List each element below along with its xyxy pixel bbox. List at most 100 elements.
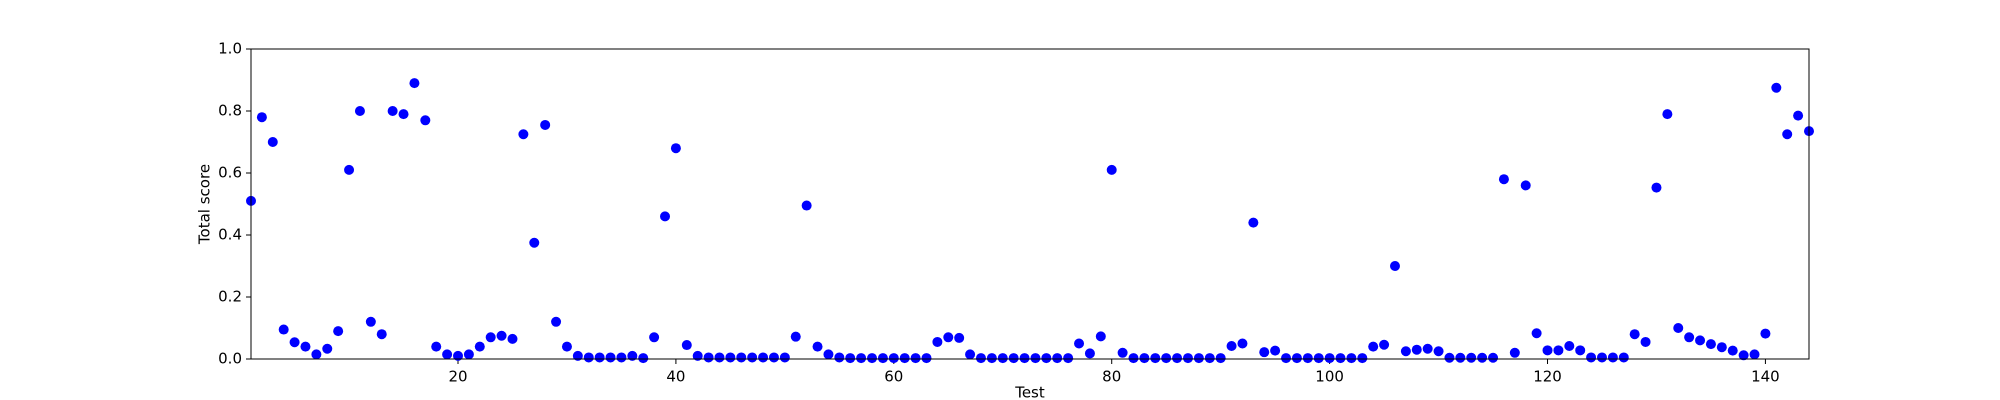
point — [561, 341, 572, 352]
point — [1629, 329, 1640, 340]
point — [1422, 343, 1433, 354]
point — [1771, 82, 1782, 93]
point — [1193, 353, 1204, 364]
point — [1498, 174, 1509, 185]
point — [1302, 353, 1313, 364]
point — [790, 331, 801, 342]
point — [943, 332, 954, 343]
point — [507, 333, 518, 344]
point — [1793, 110, 1804, 121]
point — [856, 353, 867, 364]
point — [1727, 345, 1738, 356]
point — [1172, 353, 1183, 364]
point — [354, 106, 365, 116]
point — [442, 349, 453, 360]
y-tick-label: 1.0 — [218, 40, 242, 58]
point — [322, 343, 333, 354]
point — [812, 341, 823, 352]
point — [888, 353, 899, 364]
point — [1455, 352, 1466, 363]
plot-frame — [250, 48, 1810, 360]
point — [692, 350, 703, 361]
point — [1346, 353, 1357, 364]
point — [1215, 353, 1226, 364]
point — [1182, 353, 1193, 364]
point — [758, 352, 769, 363]
point — [1291, 353, 1302, 364]
point — [344, 164, 355, 175]
point — [823, 349, 834, 360]
point — [1008, 353, 1019, 364]
point — [834, 352, 845, 363]
x-tick-label: 40 — [666, 368, 685, 386]
point — [1564, 340, 1575, 351]
point — [649, 332, 660, 343]
point — [1738, 350, 1749, 361]
point — [1052, 353, 1063, 364]
point — [1204, 353, 1215, 364]
point — [583, 352, 594, 363]
point — [551, 316, 562, 327]
y-tick-label: 0.8 — [218, 102, 242, 120]
point — [921, 353, 932, 364]
point — [453, 350, 464, 361]
y-axis-label: Total score — [196, 164, 214, 245]
point — [1760, 328, 1771, 339]
point — [1139, 353, 1150, 364]
point — [300, 341, 311, 352]
point — [1695, 335, 1706, 346]
point — [278, 324, 289, 335]
y-tick-label: 0.6 — [218, 164, 242, 182]
point — [965, 349, 976, 360]
point — [474, 341, 485, 352]
point — [616, 352, 627, 363]
point — [1128, 353, 1139, 364]
point — [1553, 345, 1564, 356]
point — [1651, 182, 1662, 193]
point — [1575, 345, 1586, 356]
point — [801, 200, 812, 211]
point — [1041, 353, 1052, 364]
point — [997, 353, 1008, 364]
point — [1248, 217, 1259, 228]
point — [1117, 347, 1128, 358]
y-tick-label: 0.2 — [218, 288, 242, 306]
point — [463, 349, 474, 360]
point — [1400, 346, 1411, 357]
point — [1466, 352, 1477, 363]
point — [1684, 332, 1695, 343]
point — [1673, 323, 1684, 333]
point — [518, 129, 529, 140]
point — [529, 237, 540, 248]
point — [1019, 353, 1030, 364]
point — [910, 353, 921, 364]
point — [681, 340, 692, 351]
point — [660, 211, 671, 222]
point — [1335, 353, 1346, 364]
point — [1063, 353, 1074, 364]
point — [975, 353, 986, 364]
point — [485, 332, 496, 343]
x-axis-label: Test — [1014, 384, 1045, 400]
point — [1477, 352, 1488, 363]
point — [1662, 109, 1673, 120]
point — [540, 119, 551, 130]
point — [387, 106, 398, 116]
point — [1270, 345, 1281, 356]
x-tick-label: 80 — [1102, 368, 1121, 386]
point — [311, 349, 322, 360]
point — [1313, 353, 1324, 364]
point — [768, 352, 779, 363]
point — [594, 352, 605, 363]
point — [496, 330, 507, 341]
point — [670, 143, 681, 154]
point — [845, 353, 856, 364]
point — [1226, 340, 1237, 351]
point — [267, 137, 278, 147]
point — [1596, 352, 1607, 363]
point — [1542, 345, 1553, 356]
point — [1586, 352, 1597, 363]
point — [1705, 339, 1716, 350]
